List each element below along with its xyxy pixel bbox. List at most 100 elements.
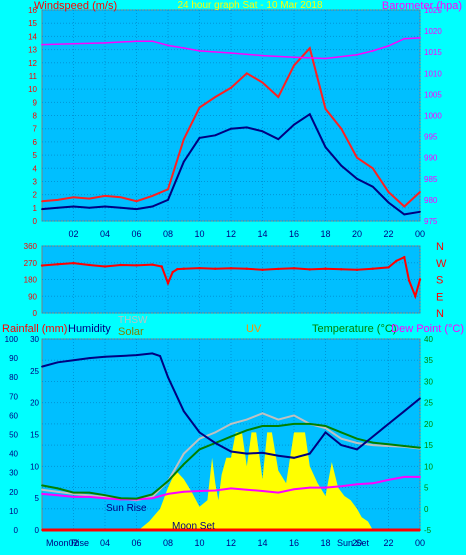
dew-point-point <box>167 493 169 495</box>
windspeed-tick-label: 14 <box>28 32 37 41</box>
time-tick-label: 04 <box>100 229 110 239</box>
rainfall-tick-label: 100 <box>5 335 19 344</box>
humidity-ticks: 0 5 10 15 20 25 30 <box>30 335 39 535</box>
rainfall-tick-label: 90 <box>9 354 18 363</box>
dew-point-point <box>340 485 343 488</box>
barometer-tick-label: 1000 <box>424 112 442 121</box>
windspeed-tick-label: 4 <box>33 164 38 173</box>
time-tick-label: 04 <box>100 538 110 548</box>
dew-point-point <box>324 486 327 489</box>
gust-point <box>277 96 280 98</box>
temperature-point <box>119 497 122 500</box>
temperature-ticks: -5 0 5 10 15 20 25 30 35 40 <box>424 335 433 535</box>
wind-direction-point <box>166 282 170 285</box>
temperature-tick-label: 5 <box>424 484 429 493</box>
wind-direction-point <box>214 267 217 270</box>
wind-direction-point <box>418 278 422 281</box>
wind-direction-point <box>277 267 280 271</box>
wind-point <box>41 208 43 211</box>
gust-point <box>356 156 358 159</box>
time-tick-label: 12 <box>226 538 236 548</box>
barometer-point <box>419 36 421 39</box>
time-tick-label: 16 <box>289 538 299 548</box>
wind-point <box>151 205 154 208</box>
temperature-axis-label: Temperature (°C) <box>312 323 396 335</box>
wind-direction-point <box>160 265 163 268</box>
windspeed-tick-label: 12 <box>28 59 37 68</box>
humidity-point <box>308 452 311 455</box>
temperature-point <box>293 422 295 425</box>
gust-point <box>151 195 154 197</box>
barometer-tick-label: 1010 <box>424 69 442 78</box>
time-tick-label: 16 <box>289 229 299 239</box>
windspeed-tick-label: 2 <box>33 191 38 200</box>
time-tick-label: 20 <box>352 229 362 239</box>
barometer-tick-label: 1020 <box>424 27 442 36</box>
rainfall-tick-label: 30 <box>9 469 18 478</box>
time-tick-label: 14 <box>257 229 267 239</box>
barometer-point <box>387 44 390 47</box>
temperature-tick-label: 10 <box>424 462 433 471</box>
barometer-tick-label: 995 <box>424 133 438 142</box>
humidity-point <box>198 431 201 434</box>
time-tick-label: 02 <box>68 229 78 239</box>
barometer-axis-label: Barometer (hpa) <box>382 0 462 12</box>
gust-point <box>419 191 421 193</box>
panel2-series <box>40 255 422 300</box>
compass-label: S <box>436 275 443 287</box>
wind-direction-point <box>151 263 154 266</box>
humidity-point <box>371 435 374 438</box>
sun-set-label: Sun Set <box>337 538 370 548</box>
windspeed-tick-label: 1 <box>33 204 38 213</box>
direction-tick-label: 180 <box>24 276 38 285</box>
gust-point <box>387 191 390 193</box>
windspeed-tick-label: 6 <box>33 138 38 147</box>
chart-title: 24 hour graph Sat - 10 Mar 2018 <box>177 0 323 11</box>
compass-label: N <box>436 241 444 253</box>
temperature-point <box>387 443 390 446</box>
rainfall-point <box>41 529 43 531</box>
gust-point <box>135 200 138 203</box>
wind-direction-point <box>176 267 179 271</box>
rainfall-tick-label: 70 <box>9 392 18 401</box>
humidity-point <box>387 422 390 425</box>
dew-point-point <box>261 490 264 492</box>
time-tick-label: 00 <box>415 538 425 548</box>
temperature-tick-label: 30 <box>424 377 433 386</box>
direction-tick-label: 270 <box>24 259 38 268</box>
gust-point <box>104 195 106 197</box>
direction-tick-label: 90 <box>28 292 37 301</box>
humidity-point <box>151 352 154 355</box>
wind-direction-point <box>245 267 248 270</box>
humidity-point <box>88 357 91 359</box>
barometer-point <box>135 40 138 43</box>
barometer-point <box>198 50 201 52</box>
wind-direction-point <box>198 266 201 270</box>
dew-point-point <box>245 488 248 491</box>
thsw-point <box>182 452 185 455</box>
temperature-point <box>41 484 43 487</box>
gust-point <box>324 108 327 110</box>
time-tick-label: 08 <box>163 538 173 548</box>
windspeed-tick-label: 13 <box>28 46 37 55</box>
gust-point <box>88 197 91 200</box>
gust-point <box>371 167 374 170</box>
wind-direction-point <box>103 265 107 268</box>
wind-direction-point <box>340 268 343 271</box>
wind-direction-point <box>395 259 398 263</box>
dew-point-point <box>56 494 59 497</box>
thsw-point <box>324 427 327 430</box>
wind-point <box>245 126 248 129</box>
wind-point <box>419 210 421 213</box>
windspeed-tick-label: 8 <box>33 112 38 121</box>
panel1-time-ticks: 02 04 06 08 10 12 14 16 18 20 22 00 <box>68 229 425 239</box>
wind-point <box>72 205 75 208</box>
wind-point <box>277 138 280 141</box>
rainfall-tick-label: 0 <box>14 526 19 535</box>
windspeed-tick-label: 16 <box>28 6 37 15</box>
time-tick-label: 12 <box>226 229 236 239</box>
moon-set-label: Moon Set <box>172 521 215 532</box>
wind-direction-point <box>355 268 359 272</box>
wind-direction-point <box>119 263 122 267</box>
